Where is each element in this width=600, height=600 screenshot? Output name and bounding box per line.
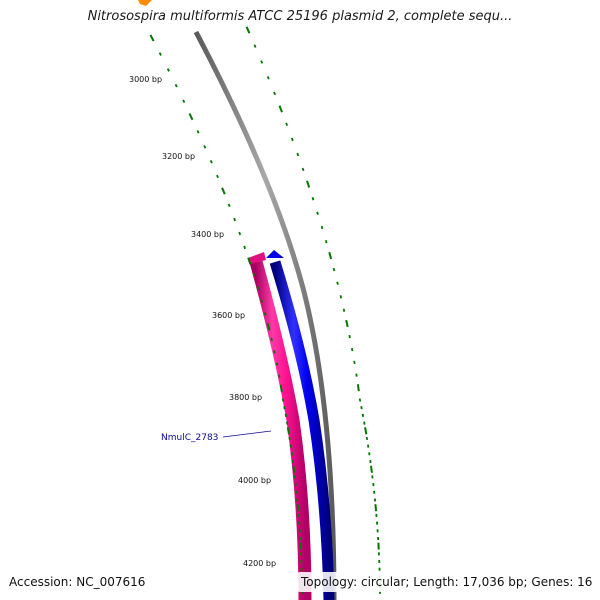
minor-tick xyxy=(336,281,339,285)
tick-label-4000: 4000 bp xyxy=(238,476,271,485)
minor-tick xyxy=(260,60,264,64)
tick-label-3800: 3800 bp xyxy=(229,393,262,402)
tick-ring-inner xyxy=(149,34,303,594)
minor-tick xyxy=(332,267,336,272)
minor-tick xyxy=(243,245,246,250)
minor-tick xyxy=(284,413,287,418)
major-tick xyxy=(286,427,290,435)
orf-marker xyxy=(138,0,152,6)
minor-tick xyxy=(351,347,354,352)
map-title: Nitrosospira multiformis ATCC 25196 plas… xyxy=(0,9,600,24)
tick-label-3600: 3600 bp xyxy=(212,311,245,320)
minor-tick xyxy=(209,160,213,164)
minor-tick xyxy=(311,197,315,201)
minor-tick xyxy=(316,211,319,215)
tick-label-4200: 4200 bp xyxy=(243,559,276,568)
major-tick xyxy=(266,323,271,331)
feature-lane-gap xyxy=(264,257,323,600)
major-tick xyxy=(278,105,283,113)
minor-tick xyxy=(301,167,305,172)
minor-tick xyxy=(273,91,277,96)
tick-ring-outer xyxy=(245,26,381,594)
major-tick xyxy=(306,180,311,188)
minor-tick xyxy=(348,334,351,339)
minor-tick xyxy=(216,174,219,179)
minor-tick xyxy=(283,406,286,410)
minor-tick xyxy=(196,130,200,134)
minor-tick xyxy=(363,421,366,425)
minor-tick xyxy=(365,436,369,441)
minor-tick xyxy=(290,452,293,456)
minor-tick xyxy=(252,272,255,277)
major-tick xyxy=(245,26,251,34)
minor-tick xyxy=(275,362,279,366)
minor-tick xyxy=(289,444,292,448)
gene-nmulc-2783-cap xyxy=(248,252,266,264)
minor-tick xyxy=(260,299,263,303)
minor-tick xyxy=(342,308,346,312)
minor-tick xyxy=(166,68,170,72)
major-tick xyxy=(364,427,368,435)
major-tick xyxy=(221,187,226,195)
minor-tick xyxy=(281,398,285,402)
major-tick xyxy=(345,319,349,328)
major-tick xyxy=(328,252,333,260)
minor-tick xyxy=(266,76,270,80)
minor-tick xyxy=(253,44,257,48)
minor-tick xyxy=(203,145,207,149)
minor-tick xyxy=(339,295,343,299)
minor-tick xyxy=(286,421,289,425)
minor-tick xyxy=(158,52,162,56)
minor-tick xyxy=(227,203,231,208)
major-tick xyxy=(247,257,252,265)
minor-tick xyxy=(324,239,328,244)
gene-nmulc-2783 xyxy=(248,256,312,600)
minor-tick xyxy=(361,413,365,418)
tick-labels: 3000 bp 3200 bp 3400 bp 3600 bp 3800 bp … xyxy=(129,75,276,568)
minor-tick xyxy=(238,231,242,236)
minor-tick xyxy=(264,312,267,316)
major-tick xyxy=(356,384,360,392)
minor-tick xyxy=(290,137,294,142)
minor-tick xyxy=(285,122,289,127)
accession-text: Accession: NC_007616 xyxy=(9,575,146,589)
gene-label-leader xyxy=(222,430,272,438)
major-tick xyxy=(296,504,300,512)
minor-tick xyxy=(270,337,273,342)
minor-tick xyxy=(233,217,236,222)
major-tick xyxy=(370,465,373,473)
minor-tick xyxy=(320,225,324,230)
major-tick xyxy=(374,504,378,512)
major-tick xyxy=(188,113,194,121)
minor-tick xyxy=(278,374,281,378)
tick-label-3200: 3200 bp xyxy=(162,152,195,161)
minor-tick xyxy=(256,286,260,290)
minor-tick xyxy=(174,83,178,88)
sequence-backbone xyxy=(193,30,337,600)
minor-tick xyxy=(360,406,363,410)
gene-plus-strand xyxy=(269,260,335,600)
gene-label-nmulc-2783: NmulC_2783 xyxy=(161,433,218,443)
minor-tick xyxy=(353,360,356,365)
genome-summary-text: Topology: circular; Length: 17,036 bp; G… xyxy=(297,572,597,592)
tick-label-3000: 3000 bp xyxy=(129,75,162,84)
minor-tick xyxy=(273,350,276,354)
major-tick xyxy=(279,384,283,392)
major-tick xyxy=(149,34,155,42)
gene-plus-strand-arrowhead xyxy=(266,250,284,258)
minor-tick xyxy=(182,99,186,103)
minor-tick xyxy=(296,152,300,157)
major-tick xyxy=(292,465,296,473)
tick-label-3400: 3400 bp xyxy=(191,230,224,239)
minor-tick xyxy=(358,398,362,402)
minor-tick xyxy=(367,444,370,448)
